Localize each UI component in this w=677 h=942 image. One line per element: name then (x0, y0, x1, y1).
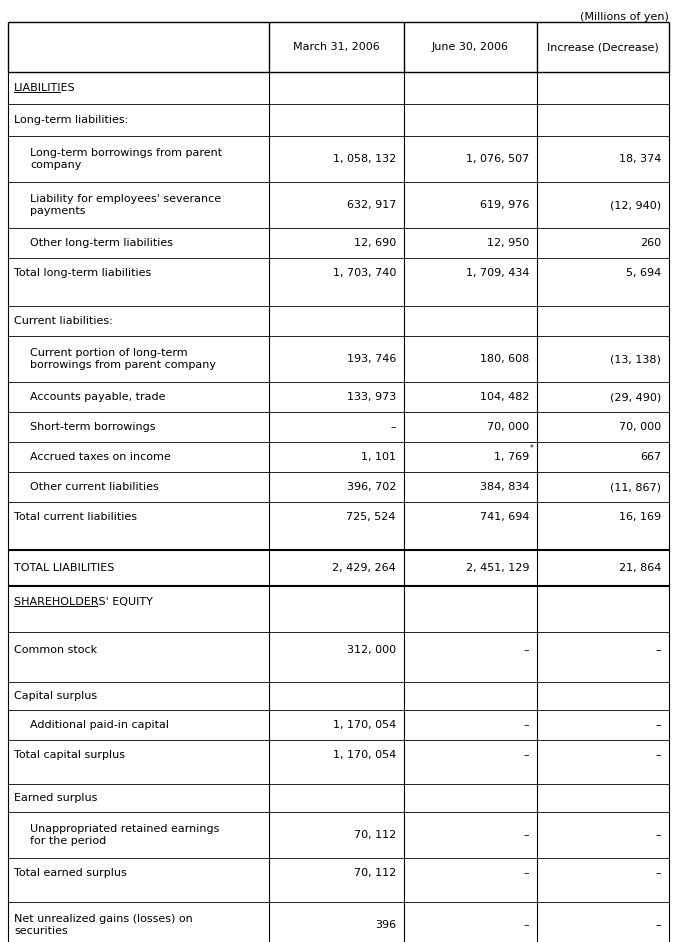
Text: –: – (523, 830, 529, 840)
Text: 104, 482: 104, 482 (479, 392, 529, 402)
Text: 1, 769: 1, 769 (494, 452, 529, 462)
Text: –: – (523, 720, 529, 730)
Text: 396: 396 (375, 920, 396, 930)
Text: Total long-term liabilities: Total long-term liabilities (14, 268, 151, 278)
Text: –: – (523, 920, 529, 930)
Text: –: – (523, 645, 529, 655)
Text: –: – (523, 868, 529, 878)
Text: Long-term liabilities:: Long-term liabilities: (14, 115, 128, 125)
Text: SHAREHOLDERS' EQUITY: SHAREHOLDERS' EQUITY (14, 597, 153, 607)
Text: 70, 000: 70, 000 (619, 422, 661, 432)
Text: 396, 702: 396, 702 (347, 482, 396, 492)
Text: LIABILITIES: LIABILITIES (14, 83, 76, 93)
Text: 70, 112: 70, 112 (354, 868, 396, 878)
Text: 70, 000: 70, 000 (487, 422, 529, 432)
Text: –: – (655, 868, 661, 878)
Text: Unappropriated retained earnings
for the period: Unappropriated retained earnings for the… (30, 824, 219, 846)
Text: 1, 170, 054: 1, 170, 054 (333, 720, 396, 730)
Text: 70, 112: 70, 112 (354, 830, 396, 840)
Text: Accrued taxes on income: Accrued taxes on income (30, 452, 171, 462)
Text: Additional paid-in capital: Additional paid-in capital (30, 720, 169, 730)
Text: Current portion of long-term
borrowings from parent company: Current portion of long-term borrowings … (30, 349, 216, 370)
Text: Long-term borrowings from parent
company: Long-term borrowings from parent company (30, 148, 222, 170)
Text: Earned surplus: Earned surplus (14, 793, 97, 803)
Text: 1, 709, 434: 1, 709, 434 (466, 268, 529, 278)
Text: 667: 667 (640, 452, 661, 462)
Text: 1, 101: 1, 101 (361, 452, 396, 462)
Text: 1, 058, 132: 1, 058, 132 (333, 154, 396, 164)
Text: Liability for employees' severance
payments: Liability for employees' severance payme… (30, 194, 221, 216)
Text: –: – (655, 720, 661, 730)
Text: 12, 690: 12, 690 (354, 238, 396, 248)
Text: TOTAL LIABILITIES: TOTAL LIABILITIES (14, 563, 114, 573)
Text: Total earned surplus: Total earned surplus (14, 868, 127, 878)
Text: 21, 864: 21, 864 (619, 563, 661, 573)
Text: 312, 000: 312, 000 (347, 645, 396, 655)
Text: 12, 950: 12, 950 (487, 238, 529, 248)
Text: Short-term borrowings: Short-term borrowings (30, 422, 156, 432)
Text: 180, 608: 180, 608 (480, 354, 529, 364)
Text: 18, 374: 18, 374 (619, 154, 661, 164)
Text: –: – (655, 920, 661, 930)
Text: 1, 170, 054: 1, 170, 054 (333, 750, 396, 760)
Text: June 30, 2006: June 30, 2006 (431, 42, 508, 52)
Text: –: – (523, 750, 529, 760)
Text: –: – (655, 830, 661, 840)
Text: Other current liabilities: Other current liabilities (30, 482, 158, 492)
Text: 1, 703, 740: 1, 703, 740 (332, 268, 396, 278)
Text: 16, 169: 16, 169 (619, 512, 661, 522)
Text: 2, 429, 264: 2, 429, 264 (332, 563, 396, 573)
Text: 741, 694: 741, 694 (479, 512, 529, 522)
Text: 632, 917: 632, 917 (347, 200, 396, 210)
Text: Other long-term liabilities: Other long-term liabilities (30, 238, 173, 248)
Text: Capital surplus: Capital surplus (14, 691, 97, 701)
Text: (13, 138): (13, 138) (610, 354, 661, 364)
Text: 193, 746: 193, 746 (347, 354, 396, 364)
Text: 384, 834: 384, 834 (479, 482, 529, 492)
Text: Accounts payable, trade: Accounts payable, trade (30, 392, 165, 402)
Text: –: – (655, 750, 661, 760)
Text: 725, 524: 725, 524 (347, 512, 396, 522)
Text: 2, 451, 129: 2, 451, 129 (466, 563, 529, 573)
Text: 619, 976: 619, 976 (479, 200, 529, 210)
Text: 260: 260 (640, 238, 661, 248)
Text: (12, 940): (12, 940) (610, 200, 661, 210)
Text: Current liabilities:: Current liabilities: (14, 316, 113, 326)
Text: (29, 490): (29, 490) (610, 392, 661, 402)
Text: Net unrealized gains (losses) on
securities: Net unrealized gains (losses) on securit… (14, 914, 193, 935)
Text: (Millions of yen): (Millions of yen) (580, 12, 669, 22)
Text: *: * (530, 444, 534, 453)
Text: –: – (655, 645, 661, 655)
Text: Total current liabilities: Total current liabilities (14, 512, 137, 522)
Text: Total capital surplus: Total capital surplus (14, 750, 125, 760)
Text: –: – (391, 422, 396, 432)
Text: March 31, 2006: March 31, 2006 (292, 42, 379, 52)
Text: Common stock: Common stock (14, 645, 97, 655)
Text: Increase (Decrease): Increase (Decrease) (547, 42, 659, 52)
Text: (11, 867): (11, 867) (610, 482, 661, 492)
Text: 133, 973: 133, 973 (347, 392, 396, 402)
Text: 1, 076, 507: 1, 076, 507 (466, 154, 529, 164)
Text: 5, 694: 5, 694 (626, 268, 661, 278)
